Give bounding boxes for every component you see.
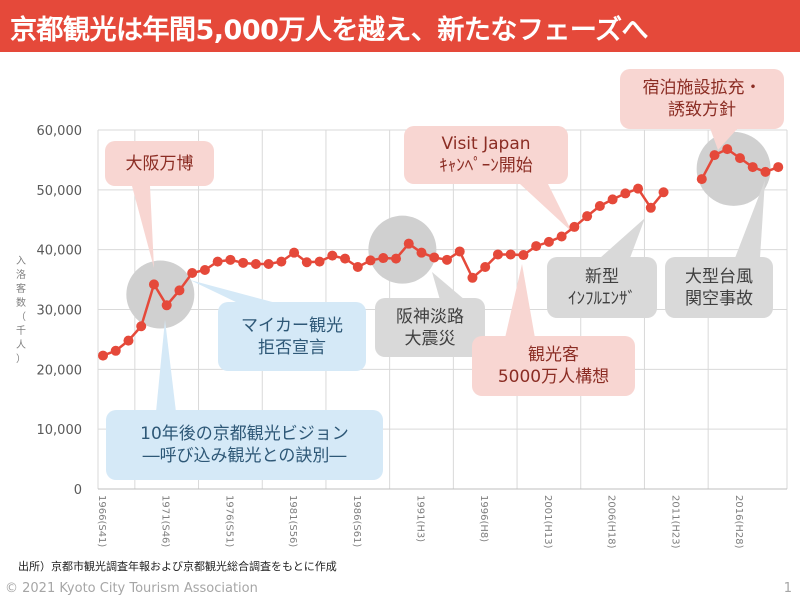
data-point bbox=[441, 254, 452, 265]
x-tick-label: 1976(S51) bbox=[223, 495, 234, 547]
callout-earthquake: 阪神淡路 大震災 bbox=[375, 298, 485, 357]
copyright: © 2021 Kyoto City Tourism Association bbox=[5, 581, 258, 596]
data-point bbox=[314, 256, 325, 267]
y-axis-label: 入洛客数（千人） bbox=[16, 256, 26, 365]
data-point bbox=[735, 153, 745, 164]
data-point bbox=[607, 194, 618, 205]
data-point bbox=[263, 259, 274, 270]
x-tick-label: 1971(S46) bbox=[160, 495, 171, 547]
data-point bbox=[582, 211, 593, 222]
data-point bbox=[480, 262, 491, 273]
data-point bbox=[238, 257, 249, 268]
callout-pointer-typhoon bbox=[735, 180, 765, 258]
page-number: 1 bbox=[783, 581, 792, 596]
y-tick-label: 40,000 bbox=[37, 244, 83, 259]
callout-pointer-vision bbox=[156, 320, 176, 412]
y-tick-label: 20,000 bbox=[37, 363, 83, 378]
callout-pointer-expo bbox=[132, 186, 154, 268]
callout-pointer-visit-japan bbox=[520, 184, 572, 232]
page-title: 京都観光は年間5,000万人を越え、新たなフェーズへ bbox=[10, 15, 649, 46]
data-point bbox=[123, 335, 134, 346]
x-tick-label: 1966(S41) bbox=[96, 495, 107, 547]
data-point bbox=[199, 265, 210, 276]
callout-expo: 大阪万博 bbox=[105, 141, 214, 186]
data-point bbox=[187, 268, 198, 279]
data-point bbox=[276, 256, 287, 267]
x-tick-label: 1981(S56) bbox=[287, 495, 298, 547]
data-point bbox=[467, 272, 478, 283]
data-point bbox=[531, 241, 542, 252]
x-axis: 1966(S41) 1971(S46) 1976(S51) 1981(S56) 1986… bbox=[96, 495, 744, 549]
data-point bbox=[98, 350, 108, 361]
data-point bbox=[148, 279, 159, 290]
y-tick-label: 50,000 bbox=[37, 184, 83, 199]
y-tick-label: 10,000 bbox=[37, 423, 83, 438]
data-point bbox=[378, 253, 389, 264]
x-tick-label: 2011(H23) bbox=[669, 495, 680, 549]
x-tick-label: 1996(H8) bbox=[478, 495, 489, 542]
x-tick-label: 2001(H13) bbox=[542, 495, 553, 549]
data-point bbox=[429, 252, 440, 263]
data-point bbox=[722, 144, 733, 155]
data-point bbox=[760, 166, 771, 177]
y-tick-label: 0 bbox=[74, 483, 82, 498]
data-point bbox=[365, 255, 376, 266]
y-tick-label: 30,000 bbox=[37, 304, 83, 319]
data-point bbox=[340, 253, 351, 264]
data-point bbox=[250, 259, 261, 270]
y-tick-label: 60,000 bbox=[37, 124, 83, 139]
data-point bbox=[416, 247, 427, 258]
data-point bbox=[352, 262, 363, 273]
data-point bbox=[161, 300, 172, 311]
data-point bbox=[289, 247, 300, 258]
callout-pointer-flu bbox=[600, 218, 645, 258]
x-tick-label: 2016(H28) bbox=[733, 495, 744, 549]
data-point bbox=[773, 162, 784, 173]
data-point bbox=[110, 345, 121, 356]
data-point bbox=[543, 236, 554, 247]
data-point bbox=[594, 200, 605, 211]
data-point bbox=[709, 150, 720, 161]
data-point bbox=[645, 202, 656, 213]
data-point bbox=[174, 285, 185, 296]
data-point bbox=[696, 174, 707, 185]
callout-vision: 10年後の京都観光ビジョン ―呼び込み観光との訣別― bbox=[106, 410, 383, 480]
data-point bbox=[327, 250, 338, 261]
data-point bbox=[633, 183, 644, 194]
callout-mycar: マイカー観光 拒否宣言 bbox=[218, 302, 366, 371]
data-point bbox=[225, 254, 236, 265]
data-point bbox=[620, 188, 631, 199]
callout-lodging: 宿泊施設拡充・ 誘致方針 bbox=[620, 69, 784, 129]
data-point bbox=[505, 249, 516, 260]
data-point bbox=[391, 253, 402, 264]
callout-flu: 新型 ｲﾝﾌﾙｴﾝｻﾞ bbox=[547, 257, 657, 318]
callout-pointer-50m-plan bbox=[505, 264, 535, 338]
title-bar: 京都観光は年間5,000万人を越え、新たなフェーズへ bbox=[0, 0, 800, 52]
callout-pointer-lodging bbox=[710, 128, 738, 150]
data-point bbox=[556, 231, 567, 242]
x-tick-label: 1986(S61) bbox=[351, 495, 362, 547]
callout-pointer-mycar bbox=[190, 280, 280, 304]
x-tick-label: 1991(H3) bbox=[415, 495, 426, 542]
data-point bbox=[569, 221, 580, 232]
callout-pointer-earthquake bbox=[432, 272, 465, 300]
callout-visit-japan: Visit Japan ｷｬﾝﾍﾟｰﾝ開始 bbox=[404, 126, 568, 184]
data-point bbox=[212, 256, 223, 267]
data-point bbox=[403, 238, 414, 249]
series-line bbox=[98, 144, 784, 361]
data-point bbox=[518, 250, 529, 261]
y-axis: 0 10,000 20,000 30,000 40,000 50,000 60,000 bbox=[37, 124, 83, 498]
data-point bbox=[747, 162, 758, 173]
data-point bbox=[492, 249, 503, 260]
callout-50m-plan: 観光客 5000万人構想 bbox=[472, 336, 635, 396]
data-point bbox=[136, 321, 147, 332]
x-tick-label: 2006(H18) bbox=[606, 495, 617, 549]
data-point bbox=[658, 187, 669, 198]
source-note: 出所）京都市観光調査年報および京都観光総合調査をもとに作成 bbox=[18, 560, 337, 573]
data-point bbox=[454, 246, 465, 257]
callout-typhoon: 大型台風 関空事故 bbox=[665, 257, 773, 318]
data-point bbox=[301, 257, 312, 268]
